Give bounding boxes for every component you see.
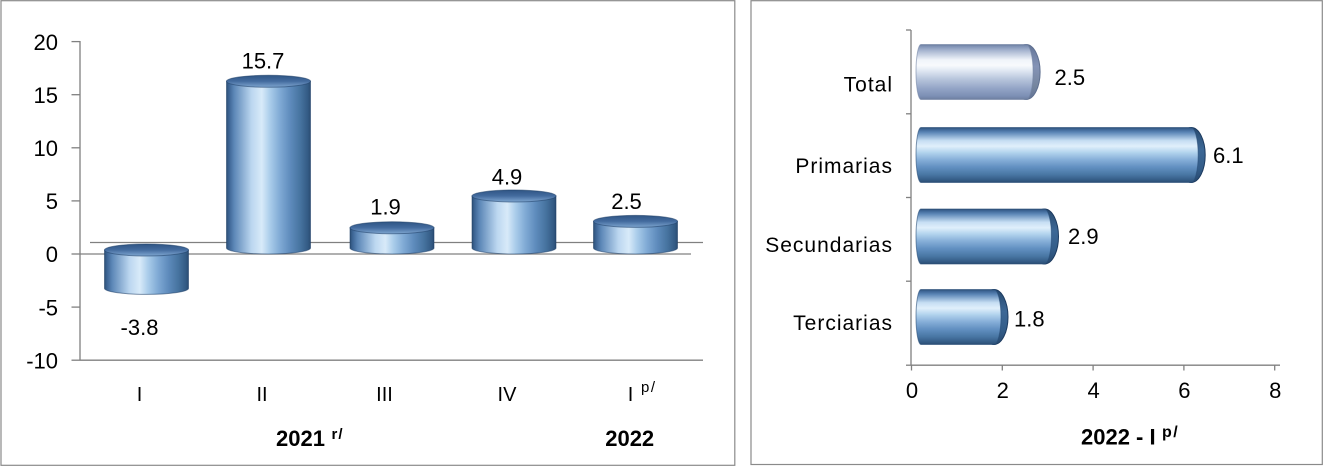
svg-text:2.5: 2.5 <box>1055 65 1086 90</box>
svg-text:-3.8: -3.8 <box>121 315 159 340</box>
svg-text:p/: p/ <box>641 379 657 396</box>
svg-text:15: 15 <box>34 83 58 108</box>
svg-text:6: 6 <box>1178 378 1190 403</box>
svg-text:I: I <box>628 384 634 406</box>
svg-text:20: 20 <box>34 30 58 55</box>
svg-text:-10: -10 <box>26 348 58 373</box>
svg-text:2022: 2022 <box>605 426 654 451</box>
svg-text:I: I <box>137 384 143 406</box>
svg-text:10: 10 <box>34 136 58 161</box>
svg-text:IV: IV <box>498 384 518 406</box>
svg-text:II: II <box>256 384 267 406</box>
svg-text:4: 4 <box>1087 378 1099 403</box>
svg-text:2022 - I: 2022 - I <box>1081 425 1156 450</box>
svg-text:6.1: 6.1 <box>1213 143 1244 168</box>
svg-text:2021: 2021 <box>276 426 325 451</box>
svg-text:0: 0 <box>906 378 918 403</box>
svg-text:r/: r/ <box>332 426 344 443</box>
svg-text:1.9: 1.9 <box>370 195 401 220</box>
svg-text:1.8: 1.8 <box>1014 307 1045 332</box>
svg-text:2: 2 <box>997 378 1009 403</box>
svg-text:Terciarias: Terciarias <box>793 312 893 335</box>
svg-text:4.9: 4.9 <box>492 165 523 190</box>
svg-text:Secundarias: Secundarias <box>765 234 893 257</box>
svg-text:8: 8 <box>1269 378 1281 403</box>
svg-text:Total: Total <box>844 74 893 97</box>
svg-text:2.5: 2.5 <box>611 189 642 214</box>
svg-text:p/: p/ <box>1162 424 1179 441</box>
svg-text:-5: -5 <box>38 295 58 320</box>
svg-text:Primarias: Primarias <box>795 155 893 178</box>
svg-text:III: III <box>376 384 393 406</box>
svg-text:15.7: 15.7 <box>242 48 285 73</box>
svg-text:0: 0 <box>46 242 58 267</box>
svg-text:2.9: 2.9 <box>1068 224 1099 249</box>
svg-text:5: 5 <box>46 189 58 214</box>
